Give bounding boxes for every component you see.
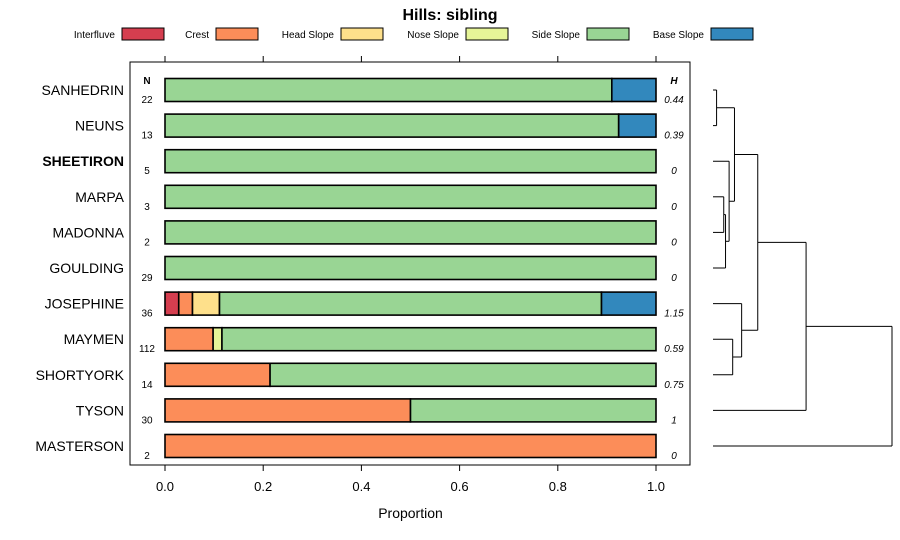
x-tick-label: 0.8 <box>549 479 567 494</box>
x-tick-label: 0.0 <box>156 479 174 494</box>
row-n-value: 13 <box>141 131 153 142</box>
row-label: NEUNS <box>75 118 124 134</box>
legend-label-interfluve: Interfluve <box>74 30 116 41</box>
bar-segment-side-slope <box>409 398 657 423</box>
legend-swatch-side-slope <box>586 27 630 41</box>
bar-segment-base-slope <box>600 291 657 316</box>
row-maymen: MAYMEN 112 0.59 <box>64 326 684 355</box>
row-label: GOULDING <box>49 260 124 276</box>
bar-segment-crest <box>164 362 271 388</box>
legend-swatch-interfluve <box>121 27 165 41</box>
row-sanhedrin: SANHEDRIN 22 0.44 <box>42 77 684 106</box>
bar-segment-crest <box>177 291 194 316</box>
n-column-header: N <box>143 76 150 87</box>
legend-swatch-crest <box>215 27 259 41</box>
bar-segment-crest <box>164 398 412 423</box>
legend-swatch-head-slope <box>340 27 384 41</box>
legend-label-side-slope: Side Slope <box>532 30 581 41</box>
row-n-value: 112 <box>139 344 155 355</box>
bar-segment-base-slope <box>611 77 657 103</box>
bar-segment-side-slope <box>218 291 603 316</box>
row-n-value: 2 <box>144 451 150 462</box>
bar-segment-head-slope <box>191 291 221 316</box>
row-n-value: 5 <box>144 166 150 177</box>
bar-segment-interfluve <box>164 291 180 316</box>
row-n-value: 14 <box>141 380 153 391</box>
row-h-value: 0 <box>671 237 677 248</box>
bar-segment-side-slope <box>164 77 613 103</box>
row-masterson: MASTERSON 2 0 <box>35 433 677 462</box>
x-tick-label: 0.4 <box>352 479 370 494</box>
legend-label-crest: Crest <box>185 30 209 41</box>
bar-segment-side-slope <box>164 113 620 138</box>
row-n-value: 30 <box>141 415 153 426</box>
row-label: MARPA <box>75 189 124 205</box>
row-tyson: TYSON 30 1 <box>76 398 677 426</box>
x-tick-label: 0.2 <box>254 479 272 494</box>
top-ticks <box>164 56 657 62</box>
chart-title: Hills: sibling <box>402 7 497 24</box>
legend-label-nose-slope: Nose Slope <box>407 30 459 41</box>
row-label: JOSEPHINE <box>45 296 124 312</box>
bar-segment-side-slope <box>164 220 657 245</box>
row-h-value: 0 <box>671 202 677 213</box>
bar-segment-crest <box>164 433 657 459</box>
legend: Interfluve Crest Head Slope Nose Slope Side … <box>74 27 754 41</box>
row-shortyork: SHORTYORK 14 0.75 <box>36 362 684 391</box>
row-n-value: 2 <box>144 237 150 248</box>
row-label: SANHEDRIN <box>42 82 124 98</box>
row-h-value: 0.44 <box>664 95 684 106</box>
row-h-value: 0.39 <box>664 131 684 142</box>
row-h-value: 0.75 <box>664 380 684 391</box>
h-column-header: H <box>670 76 678 87</box>
row-label: MAYMEN <box>64 331 124 347</box>
x-axis-title: Proportion <box>378 505 443 521</box>
row-marpa: MARPA 3 0 <box>75 184 677 213</box>
row-n-value: 29 <box>141 273 153 284</box>
bar-segment-side-slope <box>164 148 657 174</box>
legend-label-base-slope: Base Slope <box>653 30 705 41</box>
row-h-value: 1 <box>671 415 677 426</box>
x-axis: 0.0 0.2 0.4 0.6 0.8 1.0 <box>156 465 665 494</box>
legend-label-head-slope: Head Slope <box>282 30 335 41</box>
row-label: MASTERSON <box>35 438 124 454</box>
legend-swatch-base-slope <box>710 27 754 41</box>
bar-segment-side-slope <box>164 255 657 281</box>
row-sheetiron: SHEETIRON 5 0 <box>42 148 677 177</box>
bar-segment-side-slope <box>269 362 657 388</box>
x-tick-label: 0.6 <box>451 479 469 494</box>
row-n-value: 3 <box>144 202 150 213</box>
row-josephine: JOSEPHINE 36 1.15 <box>45 291 684 320</box>
bar-segment-side-slope <box>164 184 657 210</box>
row-n-value: 36 <box>141 309 153 320</box>
bar-segment-base-slope <box>617 113 657 138</box>
row-label: SHORTYORK <box>36 367 125 383</box>
row-neuns: NEUNS 13 0.39 <box>75 113 684 142</box>
bar-segment-crest <box>164 326 214 352</box>
row-h-value: 0.59 <box>664 344 684 355</box>
bar-segment-side-slope <box>221 326 657 352</box>
row-h-value: 0 <box>671 451 677 462</box>
row-h-value: 0 <box>671 166 677 177</box>
dendrogram <box>713 89 893 447</box>
row-madonna: MADONNA 2 0 <box>52 220 677 248</box>
row-goulding: GOULDING 29 0 <box>49 255 677 284</box>
row-h-value: 1.15 <box>664 309 684 320</box>
x-tick-label: 1.0 <box>647 479 665 494</box>
row-label: SHEETIRON <box>42 153 124 169</box>
row-h-value: 0 <box>671 273 677 284</box>
legend-swatch-nose-slope <box>465 27 509 41</box>
row-label: TYSON <box>76 402 124 418</box>
row-label: MADONNA <box>52 224 124 240</box>
bar-segment-nose-slope <box>212 326 223 352</box>
row-n-value: 22 <box>141 95 153 106</box>
plot-frame <box>129 61 691 466</box>
